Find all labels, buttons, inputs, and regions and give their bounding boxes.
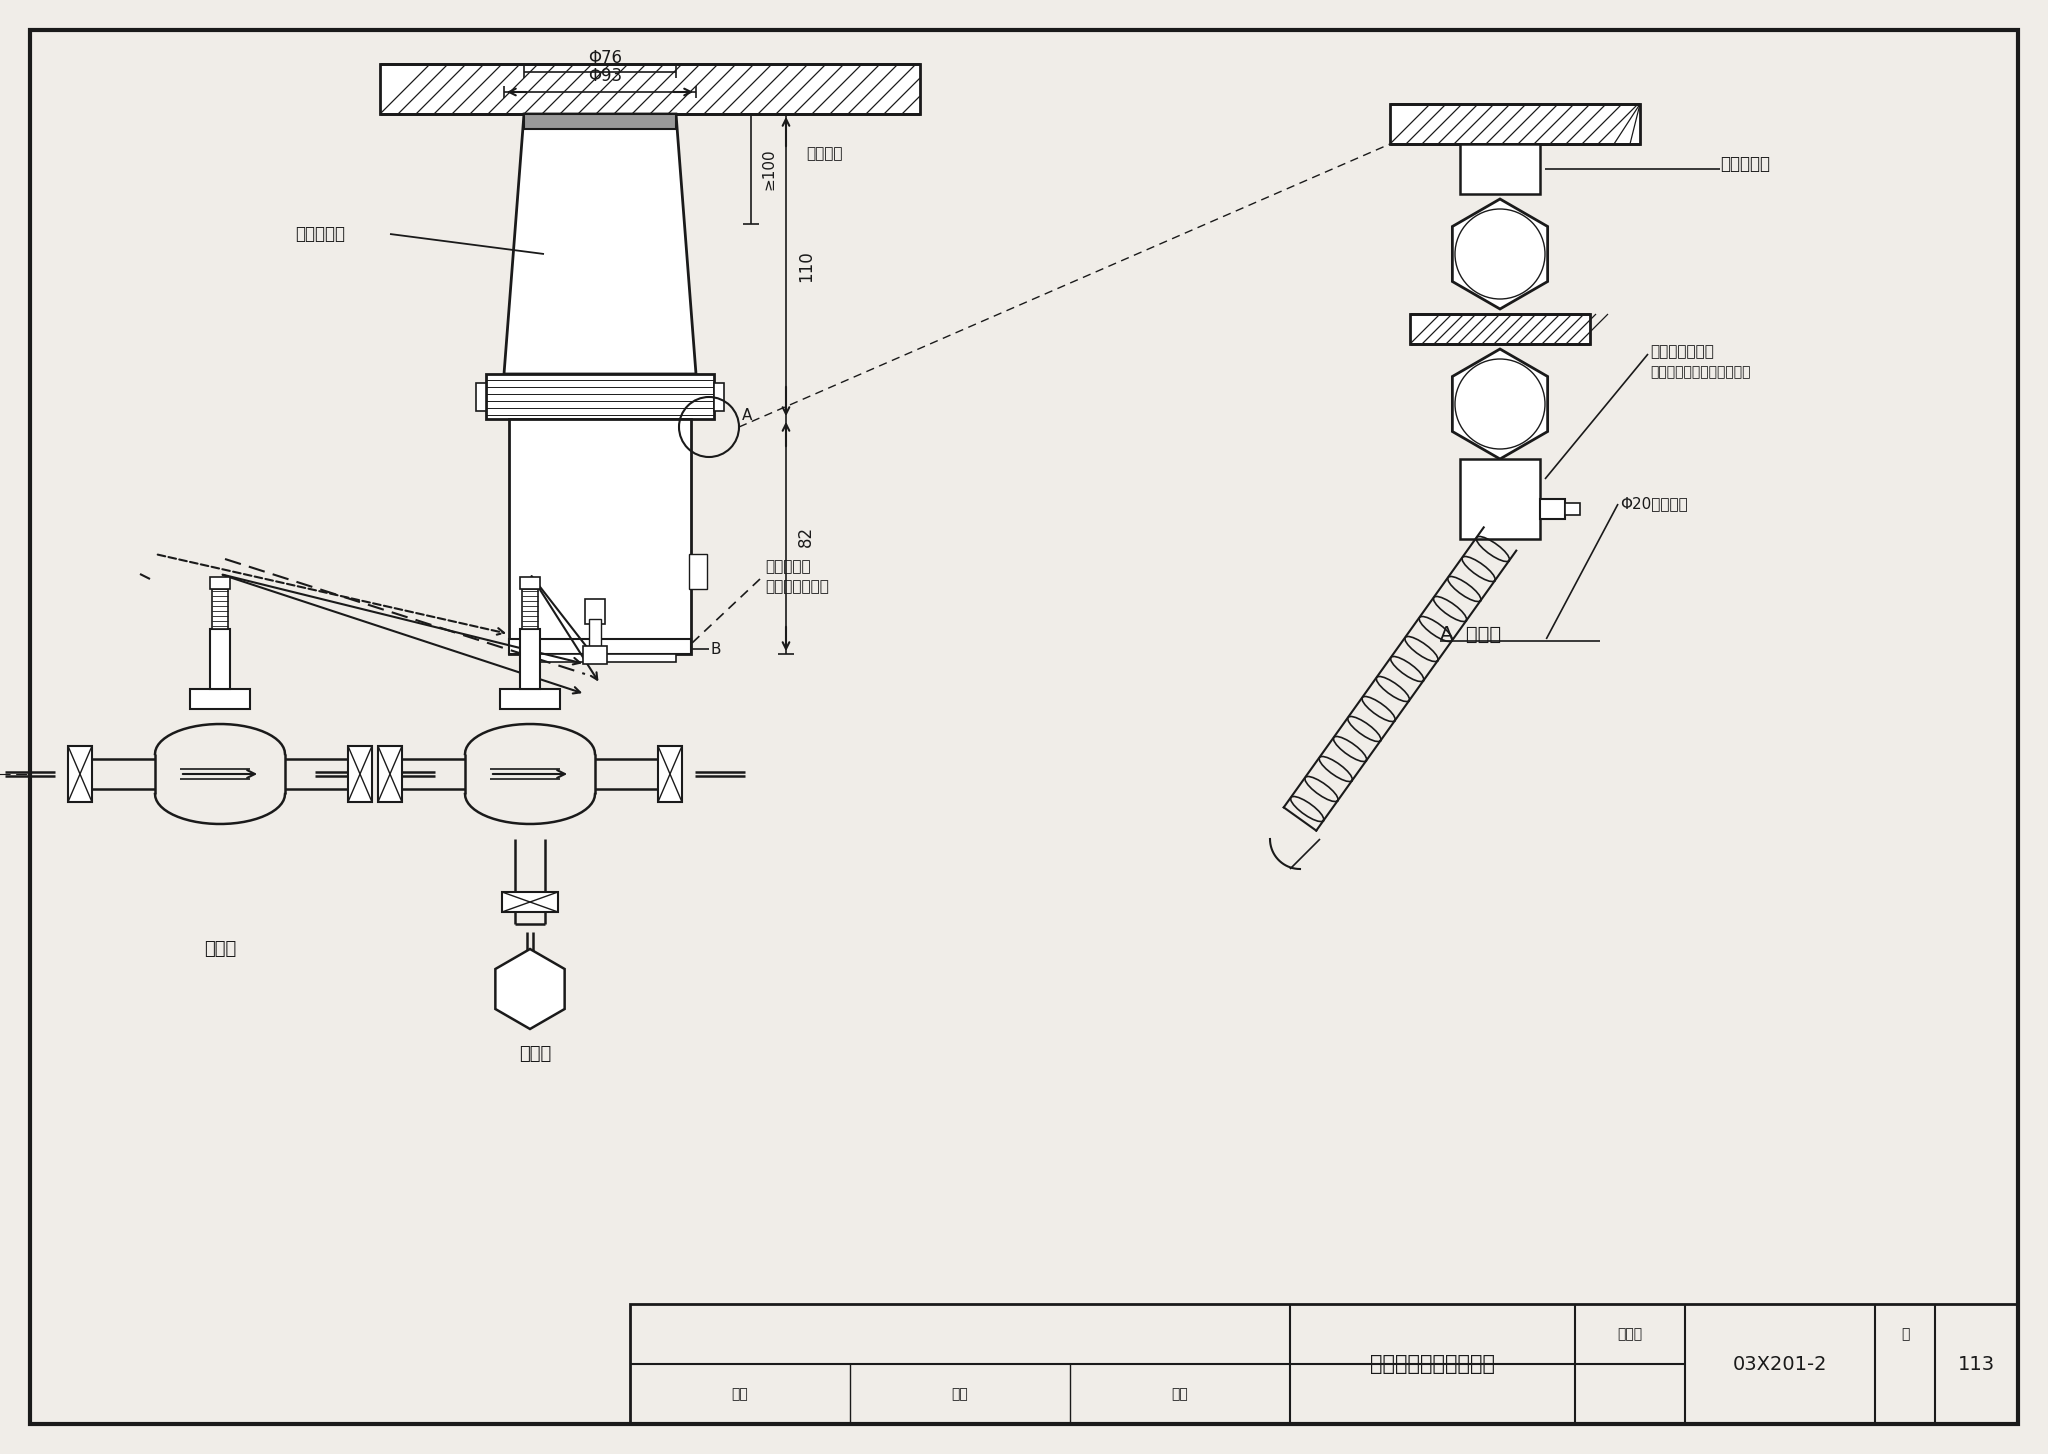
Text: 阀门执行器安装（一）: 阀门执行器安装（一） — [1370, 1354, 1495, 1374]
Text: 穿控制线用: 穿控制线用 — [766, 560, 811, 574]
Text: 113: 113 — [1958, 1355, 1995, 1374]
Bar — [522, 589, 539, 630]
Text: 审核: 审核 — [731, 1387, 748, 1402]
Bar — [500, 689, 559, 710]
Bar — [631, 1304, 2017, 1423]
Polygon shape — [1452, 349, 1548, 459]
Text: 页: 页 — [1901, 1328, 1909, 1341]
Text: A: A — [741, 407, 752, 423]
Text: Φ20金属软管: Φ20金属软管 — [1620, 496, 1688, 512]
Text: 82: 82 — [797, 526, 815, 547]
Bar — [1409, 314, 1589, 345]
Polygon shape — [156, 724, 285, 824]
Text: 包括锁紧螺母由安装者自备: 包括锁紧螺母由安装者自备 — [1651, 365, 1751, 379]
Bar — [524, 113, 676, 129]
Bar — [68, 746, 92, 803]
Text: 金属软管接头处: 金属软管接头处 — [766, 580, 829, 595]
Text: A  放大图: A 放大图 — [1440, 625, 1501, 644]
Bar — [485, 374, 715, 419]
Text: 设计: 设计 — [1171, 1387, 1188, 1402]
Polygon shape — [504, 113, 696, 374]
Text: 校对: 校对 — [952, 1387, 969, 1402]
Bar — [211, 630, 229, 689]
Text: 二通阀: 二通阀 — [205, 939, 236, 958]
Text: Φ76: Φ76 — [588, 49, 623, 67]
Bar — [586, 599, 604, 624]
Bar — [715, 382, 725, 411]
Bar — [520, 577, 541, 589]
Bar — [510, 419, 690, 654]
Bar — [1565, 503, 1579, 515]
Bar — [510, 638, 690, 654]
Polygon shape — [496, 949, 565, 1029]
Bar — [584, 646, 606, 664]
Polygon shape — [465, 724, 596, 824]
Bar — [348, 746, 373, 803]
Text: 拆装距离: 拆装距离 — [807, 147, 842, 161]
Bar — [590, 619, 600, 648]
Text: ≥100: ≥100 — [762, 148, 776, 190]
Text: 阀门驱动器: 阀门驱动器 — [1720, 156, 1769, 173]
Text: B: B — [711, 641, 721, 657]
Bar — [1540, 499, 1565, 519]
Polygon shape — [1452, 199, 1548, 310]
Bar — [379, 746, 401, 803]
Text: Φ93: Φ93 — [588, 67, 623, 84]
Text: 图集号: 图集号 — [1618, 1328, 1642, 1341]
Text: 03X201-2: 03X201-2 — [1733, 1355, 1827, 1374]
Bar — [1460, 459, 1540, 539]
Bar — [475, 382, 485, 411]
Bar — [688, 554, 707, 589]
Text: 金属软管连接头: 金属软管连接头 — [1651, 345, 1714, 359]
Bar — [657, 746, 682, 803]
Bar — [1460, 144, 1540, 193]
Bar — [213, 589, 227, 630]
Bar — [524, 654, 676, 662]
Text: 三通阀: 三通阀 — [518, 1045, 551, 1063]
Bar — [502, 891, 557, 912]
Bar — [190, 689, 250, 710]
Bar — [520, 630, 541, 689]
Bar — [211, 577, 229, 589]
Text: 阀门执行器: 阀门执行器 — [295, 225, 344, 243]
Bar — [381, 64, 920, 113]
Bar — [1391, 105, 1640, 144]
Text: 110: 110 — [797, 250, 815, 282]
